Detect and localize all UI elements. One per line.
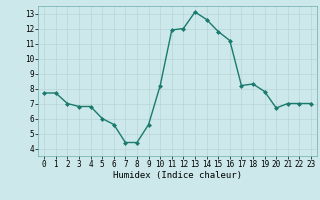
X-axis label: Humidex (Indice chaleur): Humidex (Indice chaleur) — [113, 171, 242, 180]
